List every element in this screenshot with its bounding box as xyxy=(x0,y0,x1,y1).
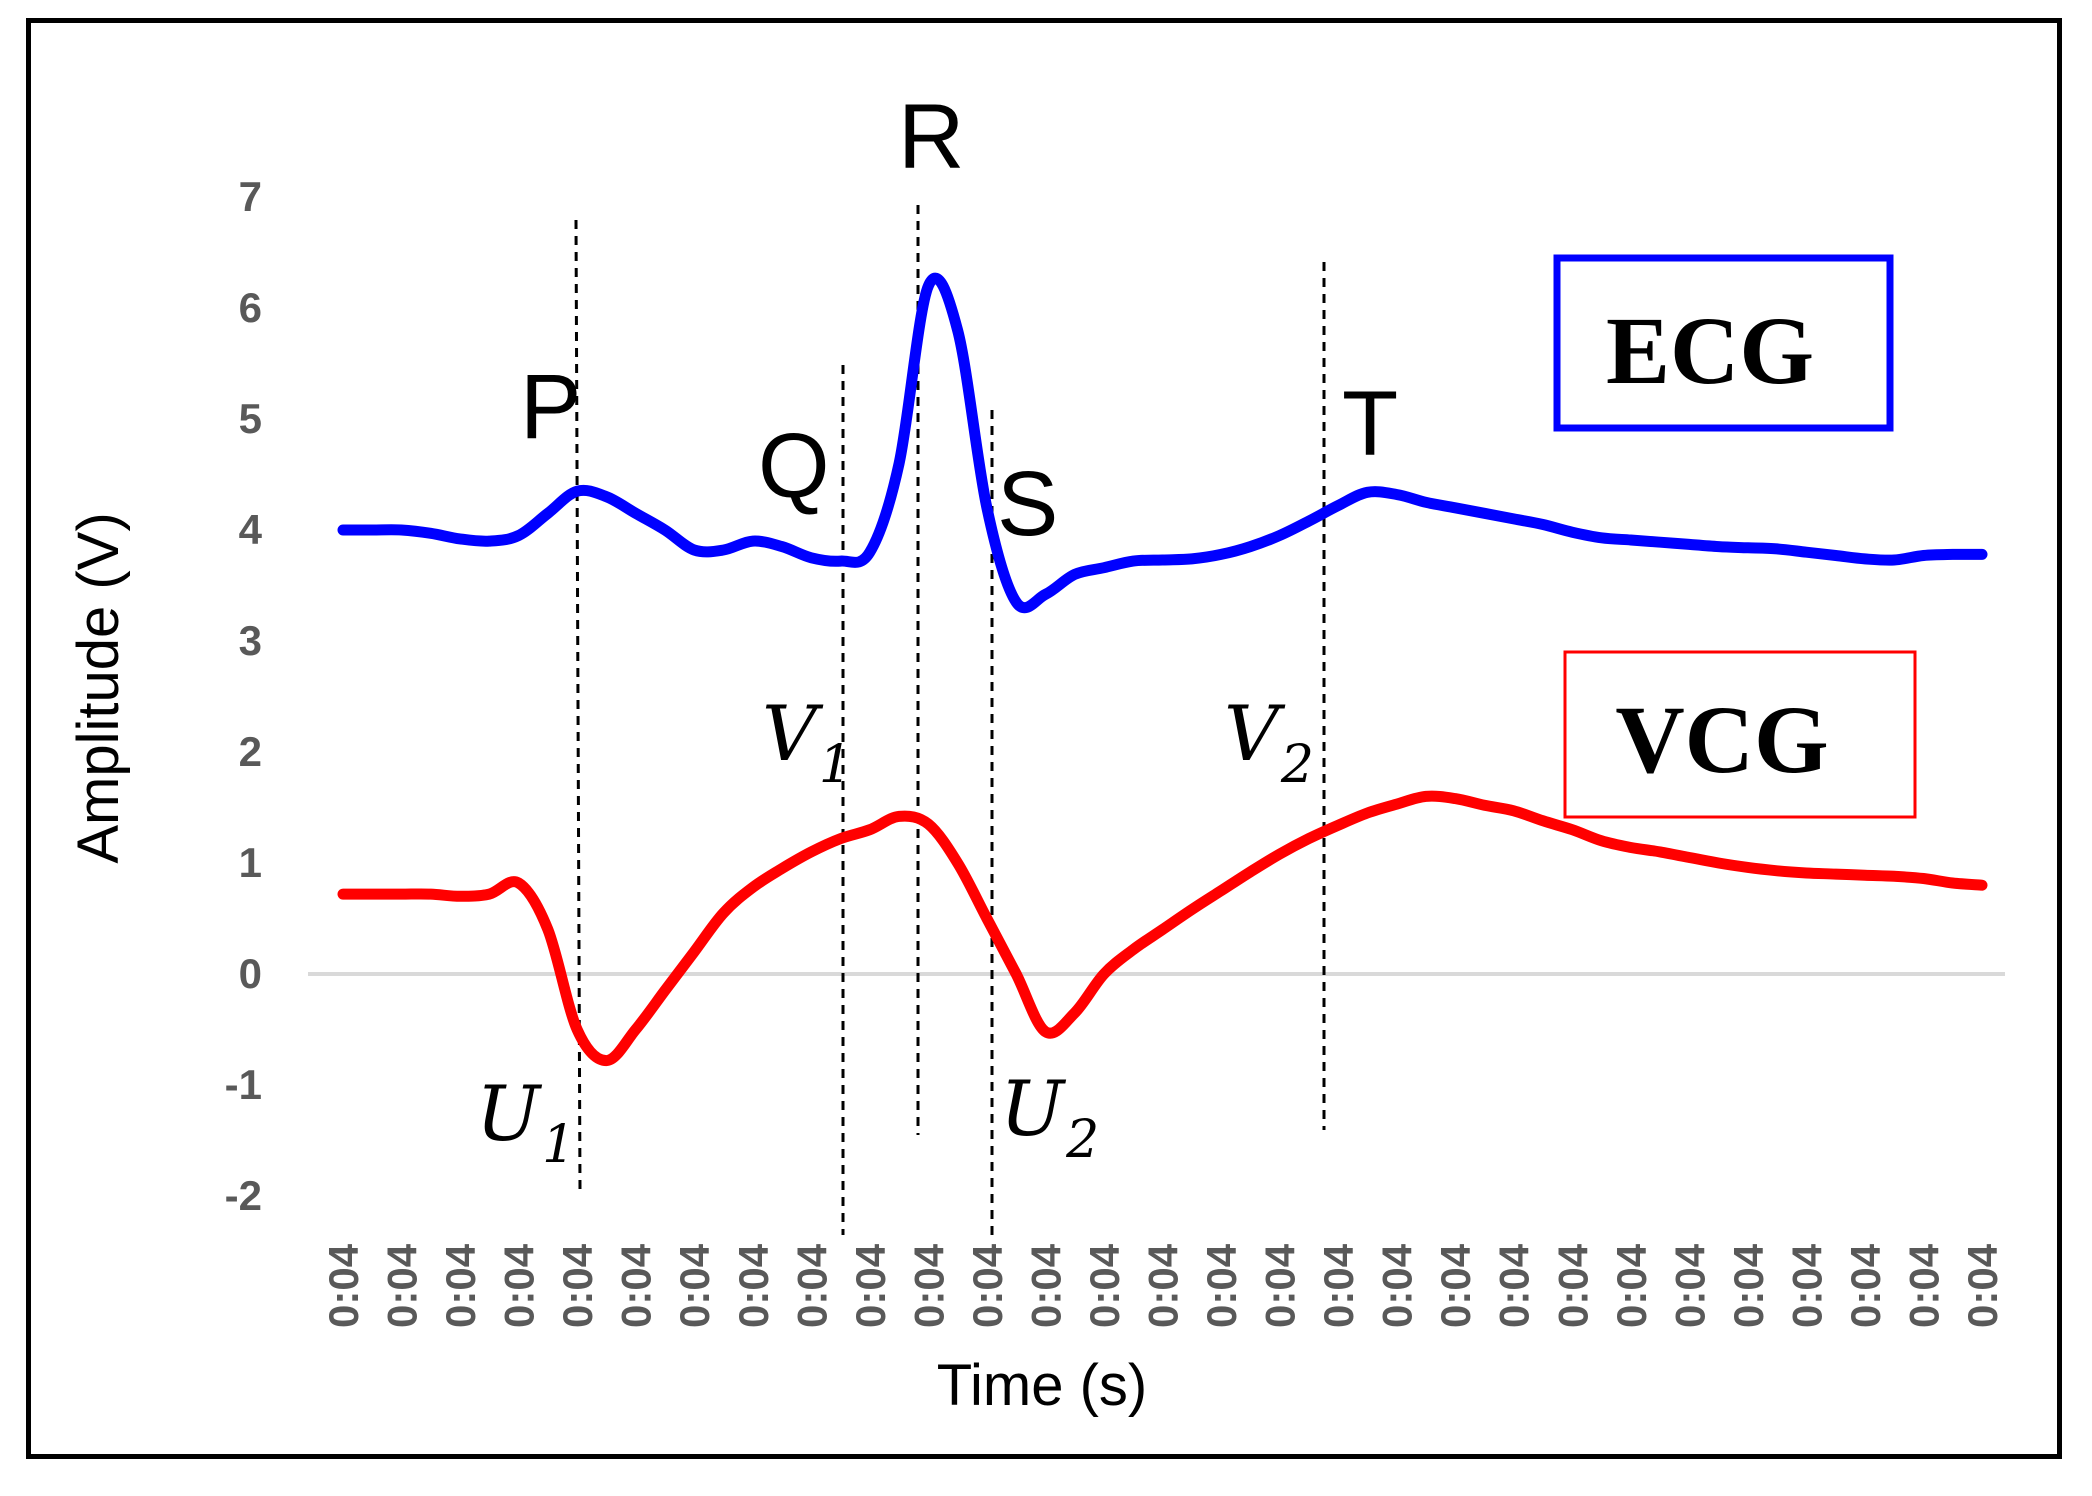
legend-vcg: VCG xyxy=(1563,650,1917,819)
vcg-series-line xyxy=(337,790,1988,1067)
y-tick-label: 6 xyxy=(239,284,262,331)
x-tick-label: 0:04 xyxy=(1549,1243,1596,1328)
wave-label-t: T xyxy=(1342,373,1398,475)
x-tick-label: 0:04 xyxy=(847,1243,894,1328)
x-tick-label: 0:04 xyxy=(320,1243,367,1328)
x-tick-label: 0:04 xyxy=(964,1243,1011,1328)
x-tick-label: 0:04 xyxy=(1022,1243,1069,1328)
x-tick-label: 0:04 xyxy=(1140,1243,1187,1328)
wave-label-s: S xyxy=(997,453,1058,555)
point-label-u1: U1 xyxy=(476,1069,575,1175)
x-tick-label: 0:04 xyxy=(671,1243,718,1328)
x-tick-label: 0:04 xyxy=(1198,1243,1245,1328)
y-tick-label: -2 xyxy=(225,1172,262,1219)
x-tick-label: 0:04 xyxy=(1081,1243,1128,1328)
y-tick-label: 3 xyxy=(239,617,262,664)
wave-label-q: Q xyxy=(758,415,830,517)
x-tick-label: 0:04 xyxy=(1374,1243,1421,1328)
y-tick-label: 7 xyxy=(239,173,262,220)
x-tick-label: 0:04 xyxy=(1900,1243,1947,1328)
ecg-series-line xyxy=(337,272,1988,614)
y-tick-label: 1 xyxy=(239,839,262,886)
x-tick-label: 0:04 xyxy=(1608,1243,1655,1328)
x-tick-label: 0:04 xyxy=(496,1243,543,1328)
x-tick-label: 0:04 xyxy=(1725,1243,1772,1328)
legend-vcg-label: VCG xyxy=(1615,686,1828,793)
x-tick-label: 0:04 xyxy=(730,1243,777,1328)
x-tick-label: 0:04 xyxy=(1257,1243,1304,1328)
x-tick-label: 0:04 xyxy=(788,1243,835,1328)
y-tick-label: 0 xyxy=(239,950,262,997)
x-tick-label: 0:04 xyxy=(613,1243,660,1328)
y-tick-label: 2 xyxy=(239,728,262,775)
wave-label-p: P xyxy=(520,356,581,458)
y-tick-label: 4 xyxy=(239,506,263,553)
y-tick-label: 5 xyxy=(239,395,262,442)
wave-label-r: R xyxy=(898,86,964,188)
x-tick-label: 0:04 xyxy=(437,1243,484,1328)
y-tick-label: -1 xyxy=(225,1061,262,1108)
x-tick-label: 0:04 xyxy=(1491,1243,1538,1328)
x-tick-label: 0:04 xyxy=(1666,1243,1713,1328)
x-tick-label: 0:04 xyxy=(1783,1243,1830,1328)
point-label-v2: V2 xyxy=(1224,689,1314,795)
x-tick-label: 0:04 xyxy=(1959,1243,2006,1328)
x-tick-label: 0:04 xyxy=(1315,1243,1362,1328)
figure-frame xyxy=(26,18,2062,1459)
x-axis-title: Time (s) xyxy=(937,1353,1147,1418)
point-label-u2: U2 xyxy=(1000,1064,1099,1170)
legend-ecg-label: ECG xyxy=(1606,297,1814,404)
legend-ecg: ECG xyxy=(1553,254,1894,432)
x-tick-label: 0:04 xyxy=(1432,1243,1479,1328)
x-tick-label: 0:04 xyxy=(905,1243,952,1328)
x-tick-label: 0:04 xyxy=(554,1243,601,1328)
x-tick-label: 0:04 xyxy=(1842,1243,1889,1328)
y-axis-title: Amplitude (V) xyxy=(66,512,131,863)
point-label-v1: V1 xyxy=(762,689,852,795)
x-tick-label: 0:04 xyxy=(379,1243,426,1328)
